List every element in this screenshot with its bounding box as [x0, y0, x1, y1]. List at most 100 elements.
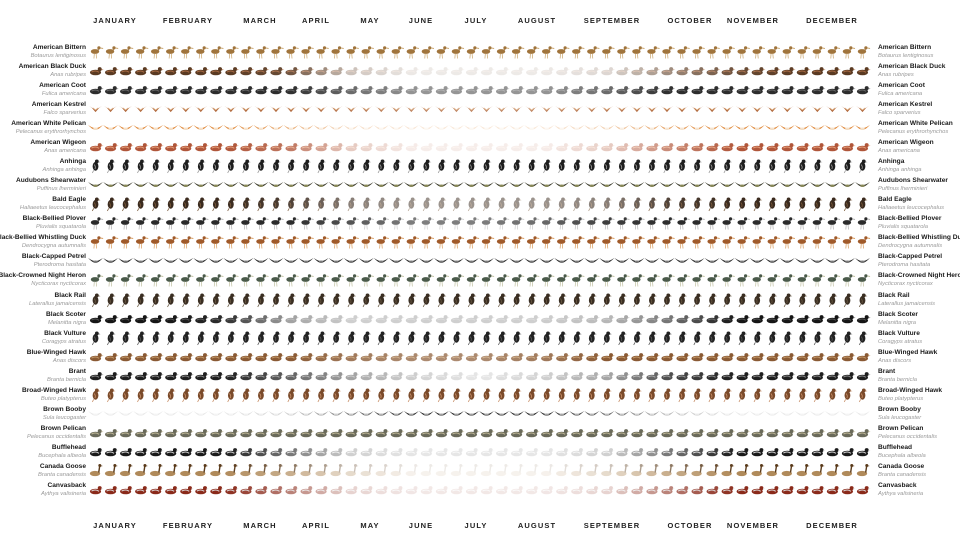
week-bird-glyph — [388, 410, 404, 416]
week-bird-glyph — [689, 410, 705, 416]
week-bird-glyph — [270, 67, 285, 76]
week-bird-glyph — [137, 331, 146, 345]
week-bird-glyph — [631, 314, 646, 323]
month-label-bottom-june: JUNE — [408, 521, 434, 530]
week-bird-glyph — [721, 67, 736, 76]
week-bird-glyph — [783, 293, 793, 307]
week-bird-glyph — [255, 371, 270, 380]
week-bird-glyph — [721, 86, 736, 95]
species-weekly-strip — [90, 46, 871, 59]
week-bird-glyph — [418, 258, 434, 264]
week-bird-glyph — [449, 106, 463, 113]
week-bird-glyph — [104, 143, 119, 152]
week-bird-glyph — [240, 447, 255, 457]
week-bird-glyph — [843, 388, 853, 402]
week-bird-glyph — [193, 258, 209, 264]
week-bird-glyph — [300, 486, 315, 495]
week-bird-glyph — [448, 182, 464, 188]
week-bird-glyph — [314, 106, 328, 113]
week-bird-glyph — [601, 371, 616, 380]
species-weekly-strip — [90, 274, 871, 287]
week-bird-glyph — [618, 388, 627, 402]
week-bird-glyph — [241, 236, 254, 249]
week-bird-glyph — [766, 447, 781, 457]
week-bird-glyph — [223, 182, 239, 188]
species-row: Blue-Winged Hawk Anas discors Blue-Winged … — [0, 347, 960, 366]
week-bird-glyph — [812, 46, 826, 59]
week-bird-glyph — [268, 182, 284, 188]
week-bird-glyph — [526, 46, 540, 59]
week-bird-glyph — [556, 314, 570, 323]
week-bird-glyph — [809, 258, 825, 264]
week-bird-glyph — [90, 217, 104, 230]
week-bird-glyph — [603, 331, 612, 345]
week-bird-glyph — [855, 106, 869, 113]
week-bird-glyph — [857, 274, 871, 287]
week-bird-glyph — [706, 463, 720, 476]
week-bird-glyph — [482, 388, 492, 402]
week-bird-glyph — [841, 86, 856, 95]
week-bird-glyph — [764, 258, 780, 264]
scientific-name: Pluvialis squatarola — [36, 224, 86, 231]
week-bird-glyph — [751, 371, 766, 380]
week-bird-glyph — [122, 331, 131, 345]
week-bird-glyph — [360, 67, 375, 76]
week-bird-glyph — [586, 428, 600, 438]
week-bird-glyph — [616, 447, 631, 457]
week-bird-glyph — [526, 314, 540, 323]
week-bird-glyph — [661, 486, 676, 495]
week-bird-glyph — [480, 428, 495, 438]
week-bird-glyph — [196, 217, 209, 230]
week-bird-glyph — [827, 46, 841, 59]
week-bird-glyph — [403, 182, 419, 188]
month-label-bottom-october: OCTOBER — [667, 521, 713, 530]
week-bird-glyph — [180, 463, 194, 476]
species-weekly-strip — [89, 86, 871, 95]
species-label-right: Anhinga Anhinga anhinga — [878, 158, 922, 174]
week-bird-glyph — [182, 197, 191, 212]
week-bird-glyph — [764, 125, 780, 131]
common-name: Broad-Winged Hawk — [878, 386, 943, 394]
week-bird-glyph — [346, 217, 359, 230]
week-bird-glyph — [433, 125, 449, 131]
common-name: Bald Eagle — [52, 196, 86, 204]
week-bird-glyph — [587, 46, 600, 59]
week-bird-glyph — [137, 197, 146, 212]
week-bird-glyph — [706, 143, 721, 152]
week-bird-glyph — [283, 125, 299, 131]
week-bird-glyph — [554, 410, 570, 416]
week-bird-glyph — [616, 486, 631, 495]
week-bird-glyph — [766, 486, 781, 495]
week-bird-glyph — [721, 486, 736, 495]
week-bird-glyph — [150, 314, 164, 323]
week-bird-glyph — [179, 106, 193, 113]
week-bird-glyph — [768, 197, 778, 212]
week-bird-glyph — [118, 182, 134, 188]
week-bird-glyph — [644, 258, 660, 264]
week-bird-glyph — [419, 106, 433, 113]
week-bird-glyph — [212, 388, 221, 402]
species-label-right: Canvasback Aythya valisineria — [878, 482, 923, 498]
week-bird-glyph — [240, 143, 255, 152]
species-label-left: Brown Pelican Pelecanus occidentalis — [27, 425, 86, 441]
species-weekly-strip — [88, 410, 870, 416]
week-bird-glyph — [782, 274, 795, 287]
week-bird-glyph — [390, 67, 405, 76]
week-bird-glyph — [180, 86, 194, 95]
week-bird-glyph — [843, 159, 853, 174]
week-bird-glyph — [241, 217, 254, 230]
week-bird-glyph — [858, 293, 868, 307]
week-bird-glyph — [268, 125, 284, 131]
week-bird-glyph — [811, 463, 825, 476]
week-bird-glyph — [104, 352, 119, 361]
week-bird-glyph — [614, 125, 630, 131]
species-weekly-strip — [91, 293, 868, 307]
week-bird-glyph — [556, 352, 570, 361]
common-name: Black Vulture — [878, 329, 920, 337]
week-bird-glyph — [857, 46, 871, 59]
week-bird-glyph — [480, 463, 494, 476]
week-bird-glyph — [268, 410, 284, 416]
species-row: American Wigeon Anas americana American Wi… — [0, 137, 960, 156]
week-bird-glyph — [182, 293, 191, 307]
week-bird-glyph — [167, 388, 176, 402]
